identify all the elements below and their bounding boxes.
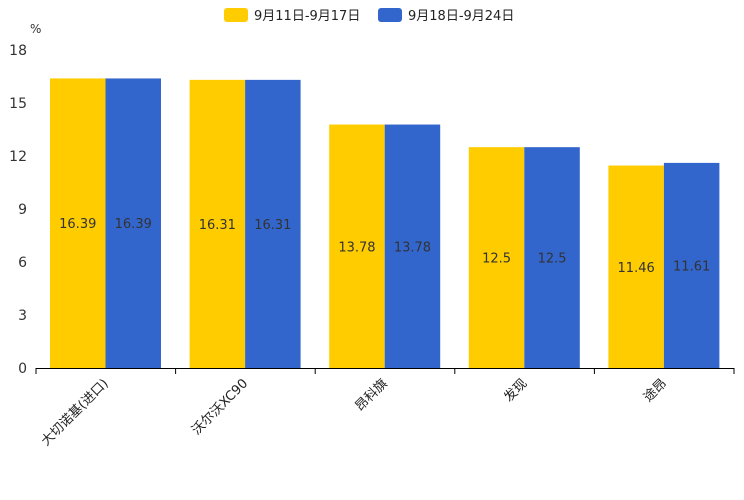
legend-swatch (378, 8, 402, 22)
bar (608, 165, 664, 368)
data-label: 16.39 (59, 217, 96, 232)
y-tick-label: 0 (18, 361, 27, 377)
y-tick-label: 12 (9, 149, 27, 165)
bar (189, 79, 246, 369)
data-label: 12.5 (482, 252, 511, 267)
data-label: 16.31 (254, 218, 291, 233)
bar (384, 124, 441, 368)
legend-label: 9月18日-9月24日 (408, 9, 514, 24)
data-label: 16.39 (115, 217, 152, 232)
bar (105, 78, 161, 369)
y-axis-unit: % (30, 22, 41, 36)
y-tick-label: 3 (18, 308, 27, 324)
data-label: 13.78 (394, 240, 431, 255)
bar (524, 147, 580, 368)
y-tick-label: 15 (9, 96, 27, 112)
x-tick-label: 昂科旗 (352, 376, 391, 415)
y-tick-label: 6 (18, 255, 27, 271)
data-label: 11.46 (618, 261, 655, 276)
x-tick-label: 大切诺基(进口) (39, 376, 112, 449)
x-tick-label: 沃尔沃XC90 (189, 376, 251, 438)
legend-swatch (224, 8, 248, 22)
data-label: 11.61 (673, 259, 710, 274)
x-tick-label: 发现 (501, 376, 531, 406)
bar (663, 162, 720, 368)
x-tick-label: 途昂 (640, 376, 670, 406)
bar (50, 78, 106, 369)
data-label: 16.31 (199, 218, 236, 233)
y-tick-label: 9 (18, 202, 27, 218)
legend-label: 9月11日-9月17日 (254, 9, 360, 24)
bar (329, 124, 385, 368)
data-label: 13.78 (338, 240, 375, 255)
bar (468, 147, 525, 368)
bar (245, 79, 301, 369)
y-tick-label: 18 (9, 43, 27, 59)
data-label: 12.5 (538, 252, 567, 267)
